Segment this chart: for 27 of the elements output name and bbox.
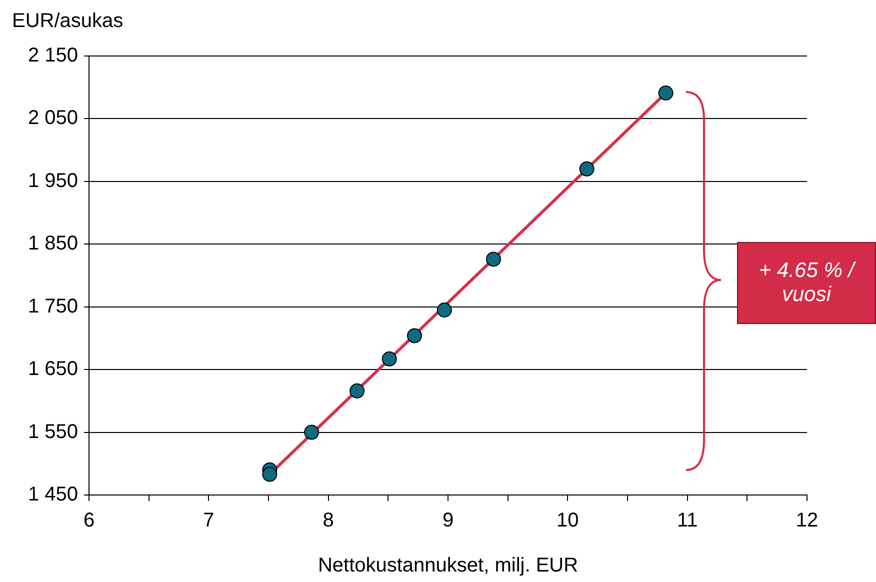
x-tick-label: 12 [796,510,818,532]
point [304,424,320,440]
y-tick-label: 1 450 [28,484,78,506]
point [579,161,594,176]
x-tick-label: 11 [676,510,698,532]
y-tick-label: 2 050 [28,107,78,130]
annotation: + 4.65 % / vuosi [737,242,876,324]
x-tick-label: 9 [442,510,454,532]
y-tick-label: 1 550 [28,420,78,443]
point [406,328,422,344]
y-tick-label: 1 950 [28,170,78,192]
x-tick-label: 6 [83,510,95,532]
x-tick-label: 8 [322,510,334,532]
point [486,252,501,267]
point [382,351,397,366]
point [262,466,278,482]
x-tick-label: 7 [203,510,214,532]
point [658,86,674,100]
x-tick-label: 10 [556,510,579,532]
x-axis-title: Nettokustannukset, milj. EUR [318,554,578,577]
point [436,302,452,318]
y-axis-title: EUR/asukas [12,10,124,33]
point [350,383,365,398]
y-tick-label: 1 650 [28,358,78,380]
y-tick-label: 1 750 [28,295,78,318]
y-tick-label: 2 150 [28,44,78,67]
y-tick-label: 1 850 [28,232,78,255]
